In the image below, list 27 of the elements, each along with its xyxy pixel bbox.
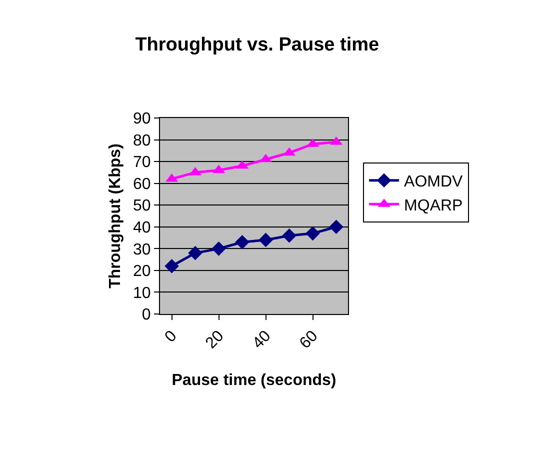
legend-label: MQARP: [404, 197, 463, 214]
y-tick-label: 40: [133, 219, 151, 236]
x-tick-label: 60: [296, 328, 322, 352]
x-tick-label: 0: [162, 328, 180, 346]
x-tick-label: 20: [202, 328, 228, 352]
x-axis-title: Pause time (seconds): [172, 372, 336, 389]
point: [188, 246, 202, 260]
y-tick-label: 20: [133, 263, 151, 280]
point: [329, 220, 344, 234]
legend-label: AOMDV: [404, 174, 464, 191]
y-tick-label: 0: [142, 306, 151, 324]
y-tick-label: 60: [133, 176, 151, 193]
point: [258, 232, 273, 248]
x-tick-label: 40: [250, 328, 274, 352]
point: [282, 228, 296, 243]
point: [164, 258, 179, 274]
y-tick-label: 90: [133, 110, 151, 128]
y-axis-title: Throughput (Kbps): [106, 144, 124, 288]
point: [306, 226, 320, 241]
y-tick-label: 80: [133, 132, 151, 150]
chart-title: Throughput vs. Pause time: [135, 34, 380, 56]
point: [235, 234, 250, 250]
y-tick-label: 50: [133, 198, 151, 215]
y-tick-label: 30: [133, 241, 151, 258]
y-tick-label: 70: [133, 154, 151, 172]
y-tick-label: 10: [133, 284, 151, 302]
point: [212, 242, 226, 256]
